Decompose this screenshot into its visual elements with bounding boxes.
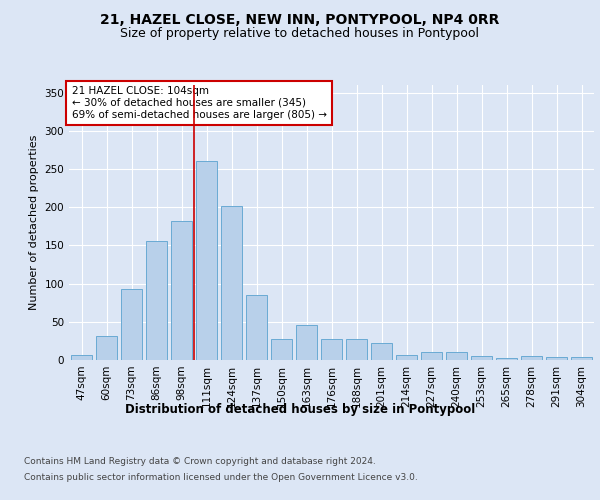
Y-axis label: Number of detached properties: Number of detached properties — [29, 135, 39, 310]
Bar — [471, 356, 492, 360]
Bar — [146, 241, 167, 360]
Text: Size of property relative to detached houses in Pontypool: Size of property relative to detached ho… — [121, 28, 479, 40]
Text: Contains public sector information licensed under the Open Government Licence v3: Contains public sector information licen… — [24, 472, 418, 482]
Bar — [346, 340, 367, 360]
Bar — [296, 325, 317, 360]
Bar — [321, 340, 342, 360]
Text: Distribution of detached houses by size in Pontypool: Distribution of detached houses by size … — [125, 402, 475, 415]
Bar — [496, 358, 517, 360]
Bar — [546, 357, 567, 360]
Bar — [221, 206, 242, 360]
Text: Contains HM Land Registry data © Crown copyright and database right 2024.: Contains HM Land Registry data © Crown c… — [24, 458, 376, 466]
Bar — [96, 336, 117, 360]
Bar — [446, 352, 467, 360]
Bar — [571, 357, 592, 360]
Bar — [271, 338, 292, 360]
Bar — [371, 343, 392, 360]
Text: 21, HAZEL CLOSE, NEW INN, PONTYPOOL, NP4 0RR: 21, HAZEL CLOSE, NEW INN, PONTYPOOL, NP4… — [100, 12, 500, 26]
Bar — [421, 352, 442, 360]
Bar — [521, 356, 542, 360]
Text: 21 HAZEL CLOSE: 104sqm
← 30% of detached houses are smaller (345)
69% of semi-de: 21 HAZEL CLOSE: 104sqm ← 30% of detached… — [71, 86, 326, 120]
Bar — [121, 289, 142, 360]
Bar — [246, 295, 267, 360]
Bar — [196, 162, 217, 360]
Bar — [396, 354, 417, 360]
Bar — [71, 356, 92, 360]
Bar — [171, 221, 192, 360]
